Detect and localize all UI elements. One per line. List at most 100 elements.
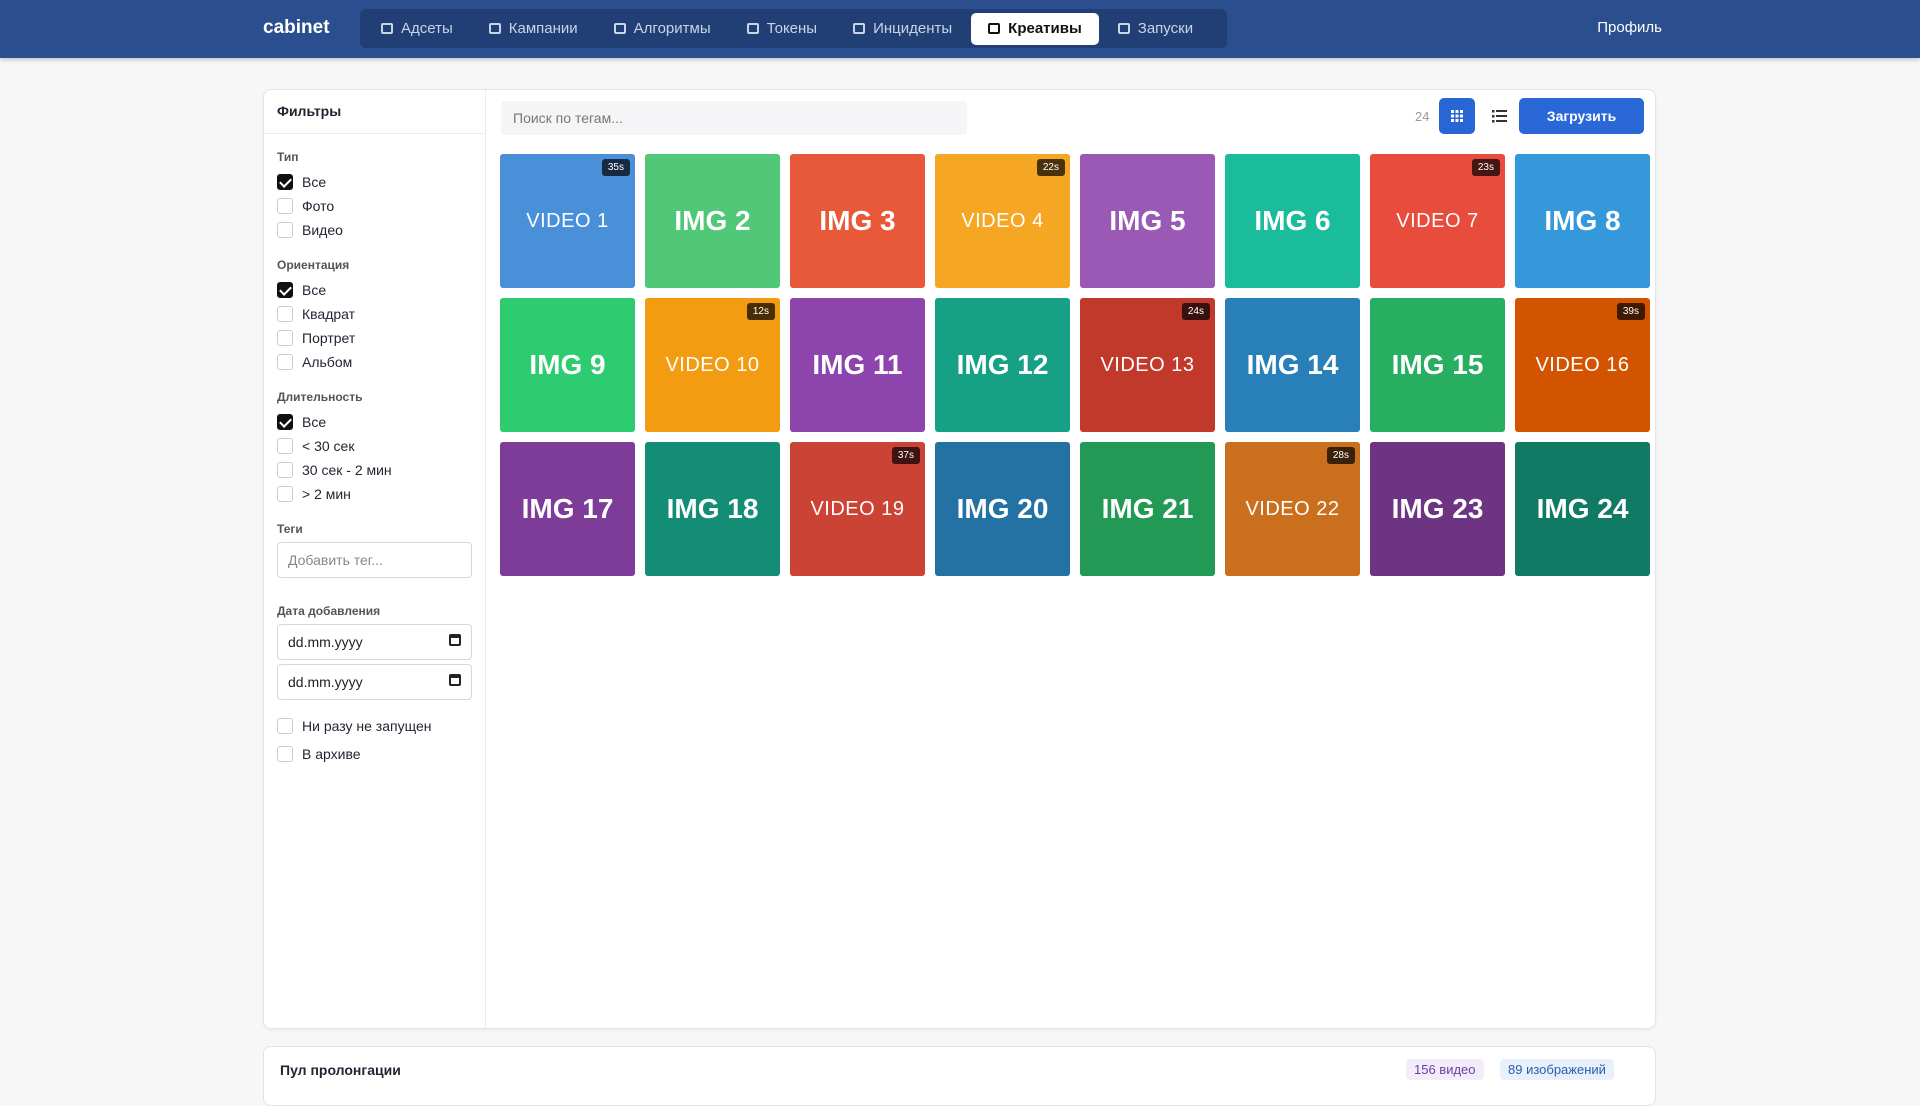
creative-tile[interactable]: VIDEO 7 23s — [1370, 154, 1505, 288]
filter-option[interactable]: 30 сек - 2 мин — [277, 458, 472, 482]
calendar-icon — [449, 634, 461, 646]
filter-option[interactable]: В архиве — [277, 742, 472, 766]
nav-label: Алгоритмы — [633, 20, 711, 37]
grid-view-button[interactable] — [1439, 98, 1475, 134]
tag-input[interactable]: Добавить тег... — [277, 542, 472, 578]
nav-icon — [488, 23, 501, 34]
duration-badge: 22s — [1036, 159, 1065, 176]
nav-label: Инциденты — [873, 20, 953, 37]
date-input[interactable]: dd.mm.yyyy — [277, 624, 472, 660]
filter-option[interactable]: > 2 мин — [277, 482, 472, 506]
creative-tile[interactable]: VIDEO 10 12s — [645, 298, 780, 432]
checkbox[interactable] — [277, 282, 293, 298]
creative-tile[interactable]: IMG 23 — [1370, 442, 1505, 576]
group-label: Длительность — [277, 390, 363, 404]
nav-item[interactable]: Креативы — [971, 12, 1099, 45]
filter-option[interactable]: Портрет — [277, 326, 472, 350]
filter-option[interactable]: Все — [277, 170, 472, 194]
filters-title: Фильтры — [264, 90, 485, 134]
nav-item[interactable]: Кампании — [472, 13, 595, 45]
creative-tile[interactable]: IMG 12 — [935, 298, 1070, 432]
profile-link[interactable]: Профиль — [1597, 19, 1662, 36]
page: cabinet Адсеты Кампании Алгоритмы Токены Инц… — [0, 0, 1920, 1080]
tile-label: VIDEO 4 — [961, 209, 1044, 232]
search-input[interactable]: Поиск по тегам... — [501, 101, 967, 135]
checkbox[interactable] — [277, 746, 293, 762]
creative-tile[interactable]: IMG 18 — [645, 442, 780, 576]
video-count: 156 видео — [1406, 1059, 1484, 1080]
count: 24 — [1415, 109, 1430, 124]
filter-option[interactable]: Альбом — [277, 350, 472, 374]
pool-card: Пул пролонгации 156 видео 89 изображений — [263, 1046, 1656, 1106]
option-label: Все — [302, 174, 327, 190]
list-view-button[interactable] — [1481, 98, 1517, 134]
filter-option[interactable]: < 30 сек — [277, 434, 472, 458]
upload-button[interactable]: Загрузить — [1519, 98, 1644, 134]
nav-icon — [381, 23, 393, 34]
creative-tile[interactable]: IMG 17 — [500, 442, 635, 576]
tile-label: VIDEO 1 — [526, 209, 609, 232]
tile-label: IMG 14 — [1246, 349, 1339, 380]
creative-tile[interactable]: IMG 2 — [645, 154, 780, 288]
checkbox[interactable] — [277, 414, 293, 430]
creative-tile[interactable]: IMG 11 — [790, 298, 925, 432]
option-label: Фото — [302, 198, 335, 214]
creative-tile[interactable]: IMG 20 — [935, 442, 1070, 576]
checkbox[interactable] — [277, 330, 293, 346]
checkbox[interactable] — [277, 438, 293, 454]
tile-label: IMG 20 — [956, 493, 1049, 524]
tile-label: IMG 8 — [1544, 205, 1621, 236]
grid-icon — [1451, 110, 1463, 122]
nav-item[interactable]: Инциденты — [836, 13, 969, 45]
option-label: Все — [302, 414, 327, 430]
checkbox[interactable] — [277, 174, 293, 190]
nav-item[interactable]: Алгоритмы — [597, 13, 728, 45]
filter-option[interactable]: Видео — [277, 218, 472, 242]
nav-item[interactable]: Токены — [730, 13, 834, 45]
date-input[interactable]: dd.mm.yyyy — [277, 664, 472, 700]
creative-tile[interactable]: IMG 6 — [1225, 154, 1360, 288]
checkbox[interactable] — [277, 198, 293, 214]
creative-tile[interactable]: IMG 3 — [790, 154, 925, 288]
creative-tile[interactable]: IMG 24 — [1515, 442, 1650, 576]
filter-option[interactable]: Фото — [277, 194, 472, 218]
nav-icon — [1117, 23, 1130, 34]
creative-tile[interactable]: VIDEO 1 35s — [500, 154, 635, 288]
creative-tile[interactable]: IMG 15 — [1370, 298, 1505, 432]
tile-label: IMG 21 — [1101, 493, 1194, 524]
filter-option[interactable]: Квадрат — [277, 302, 472, 326]
tile-label: IMG 2 — [674, 205, 751, 236]
brand[interactable]: cabinet — [263, 17, 330, 38]
creative-tile[interactable]: VIDEO 22 28s — [1225, 442, 1360, 576]
creative-tile[interactable]: VIDEO 16 39s — [1515, 298, 1650, 432]
checkbox[interactable] — [277, 222, 293, 238]
option-label: В архиве — [302, 746, 361, 762]
checkbox[interactable] — [277, 354, 293, 370]
filter-option[interactable]: Все — [277, 278, 472, 302]
filter-option[interactable]: Ни разу не запущен — [277, 714, 472, 738]
spacer — [264, 704, 485, 714]
checkbox[interactable] — [277, 718, 293, 734]
tile-label: IMG 11 — [812, 349, 903, 380]
checkbox[interactable] — [277, 462, 293, 478]
filter-option[interactable]: Все — [277, 410, 472, 434]
nav-item[interactable]: Адсеты — [364, 13, 470, 45]
checkbox[interactable] — [277, 486, 293, 502]
creative-tile[interactable]: IMG 8 — [1515, 154, 1650, 288]
nav-item[interactable]: Запуски — [1101, 13, 1210, 45]
creative-tile[interactable]: IMG 9 — [500, 298, 635, 432]
nav-label: Адсеты — [401, 20, 453, 37]
creative-tile[interactable]: VIDEO 19 37s — [790, 442, 925, 576]
option-label: < 30 сек — [302, 438, 355, 454]
tile-label: VIDEO 19 — [810, 497, 905, 520]
creative-tile[interactable]: IMG 5 — [1080, 154, 1215, 288]
nav-icon — [988, 23, 1001, 34]
tile-label: IMG 17 — [521, 493, 614, 524]
creative-tile[interactable]: VIDEO 4 22s — [935, 154, 1070, 288]
checkbox[interactable] — [277, 306, 293, 322]
creative-tile[interactable]: VIDEO 13 24s — [1080, 298, 1215, 432]
creative-tile[interactable]: IMG 14 — [1225, 298, 1360, 432]
group-label: Теги — [277, 522, 303, 536]
tile-label: IMG 18 — [666, 493, 759, 524]
creative-tile[interactable]: IMG 21 — [1080, 442, 1215, 576]
